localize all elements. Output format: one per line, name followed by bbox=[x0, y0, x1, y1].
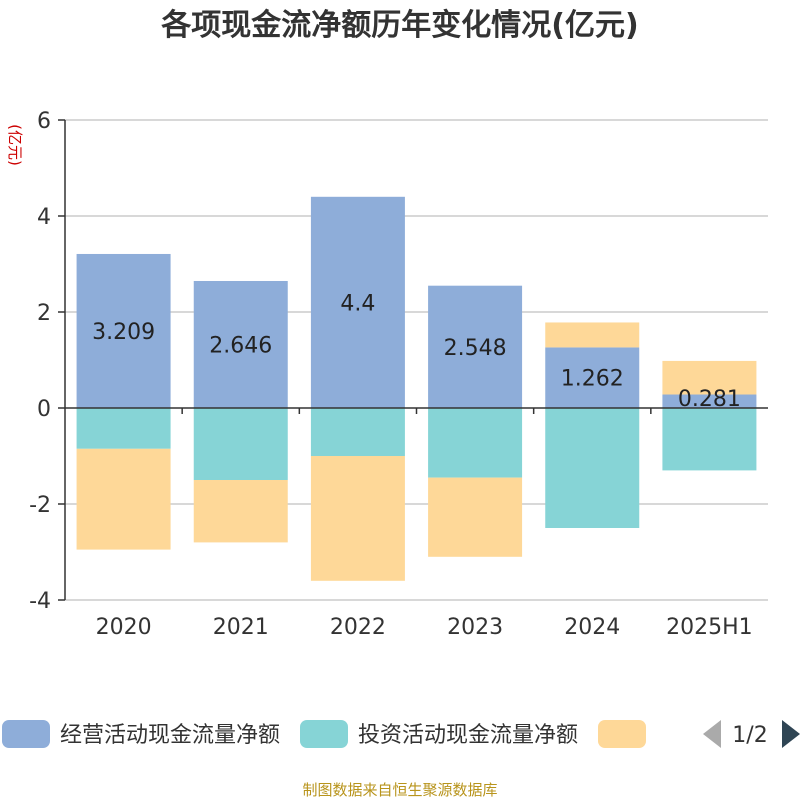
data-source-note: 制图数据来自恒生聚源数据库 bbox=[302, 781, 497, 799]
bar-2025H1-series-2 bbox=[662, 408, 757, 471]
data-label-2021: 2.646 bbox=[209, 333, 272, 358]
legend-prev-arrow-icon bbox=[703, 720, 721, 748]
legend: 经营活动现金流量净额 投资活动现金流量净额 1/2 bbox=[2, 720, 800, 748]
y-tick-label: 2 bbox=[37, 301, 51, 326]
legend-swatch-2 bbox=[300, 720, 348, 748]
y-tick-label: 6 bbox=[37, 109, 51, 134]
x-tick-label: 2024 bbox=[564, 615, 620, 640]
bar-layer bbox=[76, 196, 757, 581]
data-label-2025H1: 0.281 bbox=[678, 387, 741, 412]
bar-2020-series-1 bbox=[76, 253, 171, 408]
bar-2020-series-3 bbox=[76, 448, 171, 550]
data-label-2020: 3.209 bbox=[92, 320, 155, 345]
bar-2024-series-2 bbox=[545, 408, 640, 528]
x-tick-label: 2022 bbox=[330, 615, 386, 640]
x-tick-label: 2023 bbox=[447, 615, 503, 640]
legend-label-2: 投资活动现金流量净额 bbox=[358, 723, 578, 748]
bar-2025H1-series-3 bbox=[662, 360, 757, 395]
bar-2023-series-1 bbox=[428, 285, 523, 408]
chart-title: 各项现金流净额历年变化情况(亿元) bbox=[160, 8, 638, 43]
data-label-2022: 4.4 bbox=[340, 291, 375, 316]
legend-next-arrow-icon bbox=[782, 720, 800, 748]
bar-2022-series-3 bbox=[310, 456, 405, 581]
data-label-2024: 1.262 bbox=[561, 367, 624, 392]
bar-2024-series-1 bbox=[545, 347, 640, 408]
legend-swatch-1 bbox=[2, 720, 50, 748]
bar-2023-series-3 bbox=[428, 477, 523, 557]
bar-2024-series-3 bbox=[545, 322, 640, 348]
y-tick-label: 4 bbox=[37, 205, 51, 230]
legend-label-1: 经营活动现金流量净额 bbox=[60, 723, 280, 748]
bar-2021-series-3 bbox=[193, 480, 288, 543]
bar-2023-series-2 bbox=[428, 408, 523, 478]
bar-2022-series-1 bbox=[310, 196, 405, 408]
y-axis-unit: (亿元) bbox=[6, 124, 24, 166]
y-tick-label: -4 bbox=[29, 589, 51, 614]
bar-2022-series-2 bbox=[310, 408, 405, 456]
label-layer: 3.209 2.646 4.4 2.548 1.262 0.281 bbox=[92, 291, 741, 412]
x-tick-label: 2025H1 bbox=[666, 615, 753, 640]
bar-2020-series-2 bbox=[76, 408, 171, 449]
y-tick-label: 0 bbox=[37, 397, 51, 422]
bar-2021-series-2 bbox=[193, 408, 288, 480]
x-tick-label: 2021 bbox=[213, 615, 269, 640]
x-tick-label: 2020 bbox=[96, 615, 152, 640]
grid-layer bbox=[65, 119, 768, 601]
legend-swatch-3 bbox=[598, 720, 646, 748]
data-label-2023: 2.548 bbox=[444, 336, 507, 361]
legend-page-indicator: 1/2 bbox=[732, 723, 767, 748]
y-tick-label: -2 bbox=[29, 493, 51, 518]
bar-2021-series-1 bbox=[193, 280, 288, 408]
axis-layer: 6 4 2 0 -2 -4 2020 2021 2022 2023 2024 2025H1 bbox=[29, 109, 768, 640]
bar-2025H1-series-1 bbox=[662, 394, 757, 408]
